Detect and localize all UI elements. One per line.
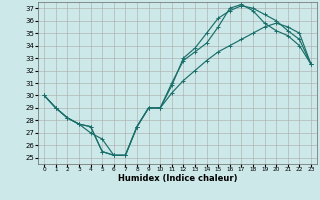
X-axis label: Humidex (Indice chaleur): Humidex (Indice chaleur) (118, 174, 237, 183)
